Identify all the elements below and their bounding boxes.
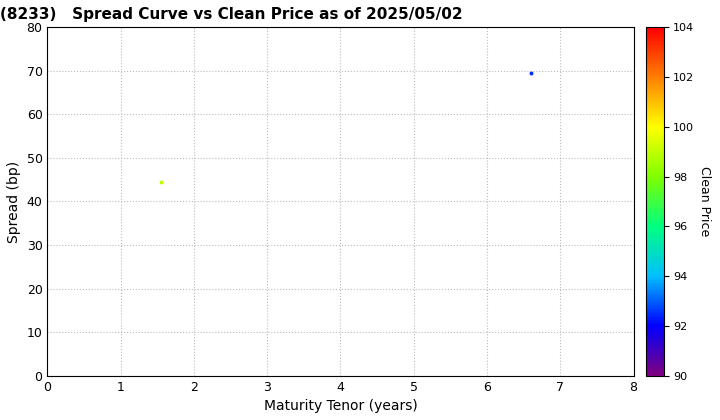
Point bbox=[526, 70, 537, 76]
Y-axis label: Spread (bp): Spread (bp) bbox=[7, 160, 21, 242]
Point bbox=[156, 178, 167, 185]
X-axis label: Maturity Tenor (years): Maturity Tenor (years) bbox=[264, 399, 418, 413]
Y-axis label: Clean Price: Clean Price bbox=[698, 166, 711, 236]
Text: (8233)   Spread Curve vs Clean Price as of 2025/05/02: (8233) Spread Curve vs Clean Price as of… bbox=[1, 7, 463, 22]
